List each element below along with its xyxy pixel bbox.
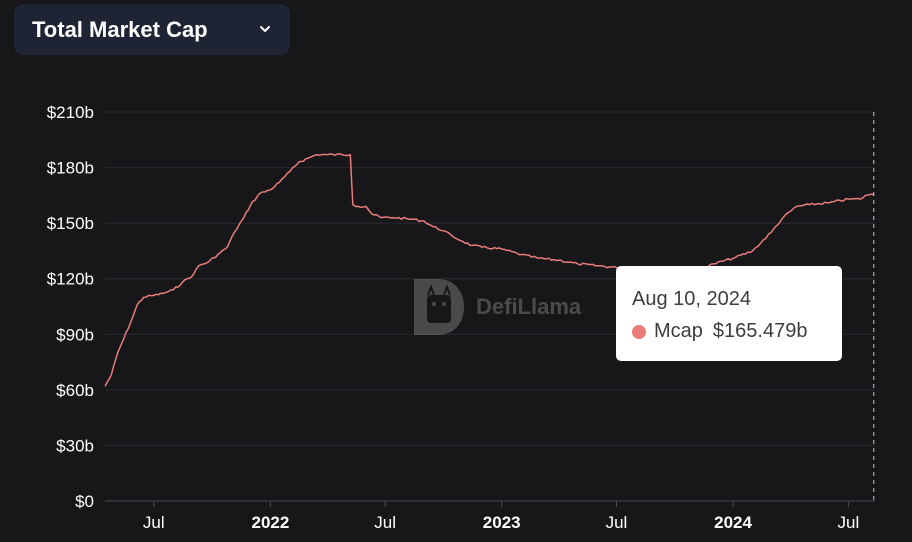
x-tick-label: Jul bbox=[606, 513, 628, 532]
defillama-logo-icon bbox=[414, 279, 464, 335]
metric-dropdown[interactable]: Total Market Cap bbox=[14, 4, 290, 55]
y-tick-label: $60b bbox=[56, 381, 94, 400]
chart-tooltip: Aug 10, 2024 Mcap $165.479b bbox=[616, 266, 842, 361]
x-tick-label: Jul bbox=[838, 513, 860, 532]
x-tick-label: 2023 bbox=[483, 513, 521, 532]
y-tick-label: $210b bbox=[47, 103, 94, 122]
series-color-dot bbox=[632, 324, 646, 339]
series-line-mcap bbox=[104, 153, 874, 387]
y-tick-label: $150b bbox=[47, 214, 94, 233]
y-tick-label: $120b bbox=[47, 270, 94, 289]
tooltip-date: Aug 10, 2024 bbox=[632, 288, 751, 310]
tooltip-row: Mcap $165.479b bbox=[632, 320, 807, 343]
y-tick-label: $180b bbox=[47, 159, 94, 178]
watermark-text: DefiLlama bbox=[476, 294, 582, 319]
tooltip-value: $165.479b bbox=[712, 320, 808, 342]
x-tick-label: 2024 bbox=[714, 513, 752, 532]
tooltip-series-name: Mcap bbox=[654, 320, 703, 342]
metric-label: Total Market Cap bbox=[32, 16, 208, 42]
x-tick-label: Jul bbox=[374, 513, 396, 532]
x-tick-label: Jul bbox=[143, 513, 165, 532]
chevron-down-icon bbox=[260, 26, 270, 32]
x-tick-label: 2022 bbox=[251, 513, 289, 532]
y-tick-label: $0 bbox=[75, 492, 94, 511]
y-tick-label: $30b bbox=[56, 436, 94, 455]
watermark: DefiLlama bbox=[412, 277, 581, 337]
y-tick-label: $90b bbox=[56, 325, 94, 344]
